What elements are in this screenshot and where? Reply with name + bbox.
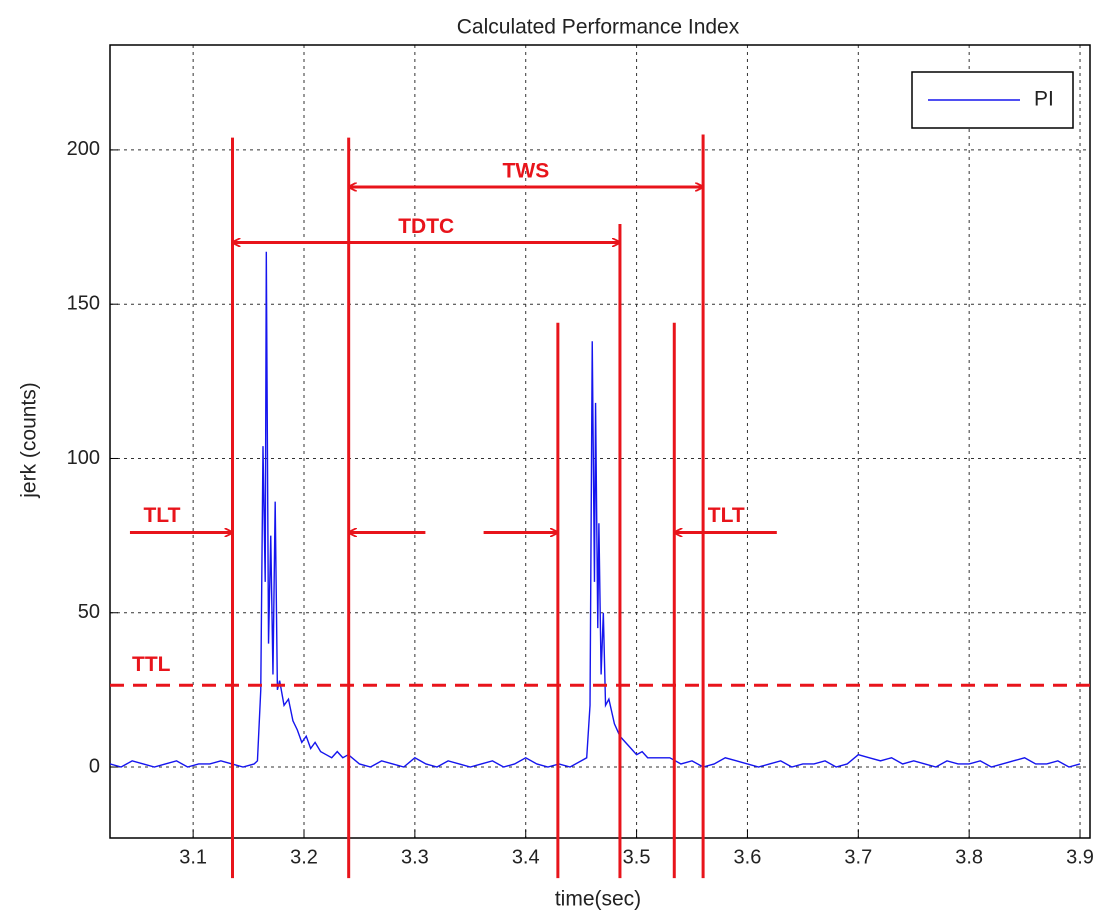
legend: PI: [911, 71, 1074, 129]
x-tick-label: 3.4: [512, 846, 540, 868]
y-tick-label: 100: [67, 447, 100, 469]
arrow-label: TLT: [143, 504, 180, 527]
span-label: TWS: [503, 159, 550, 182]
x-tick-label: 3.7: [844, 846, 872, 868]
x-tick-label: 3.1: [179, 846, 207, 868]
y-tick-label: 0: [89, 755, 100, 777]
x-tick-label: 3.9: [1066, 846, 1094, 868]
plot-frame: [109, 44, 1091, 839]
arrow-label: TLT: [708, 504, 745, 527]
legend-label: PI: [1034, 88, 1054, 111]
x-tick-label: 3.6: [734, 846, 762, 868]
span-label: TDTC: [398, 215, 454, 238]
data-line: [110, 251, 1081, 768]
y-tick-label: 200: [67, 138, 100, 160]
y-axis-label: jerk (counts): [18, 382, 41, 499]
x-tick-label: 3.3: [401, 846, 429, 868]
x-axis-label: time(sec): [555, 888, 641, 911]
chart-title: Calculated Performance Index: [457, 16, 740, 39]
y-tick-label: 150: [67, 292, 100, 314]
y-tick-label: 50: [78, 601, 100, 623]
threshold-label: TTL: [132, 653, 171, 676]
x-tick-label: 3.8: [955, 846, 983, 868]
x-tick-label: 3.2: [290, 846, 318, 868]
x-tick-label: 3.5: [623, 846, 651, 868]
